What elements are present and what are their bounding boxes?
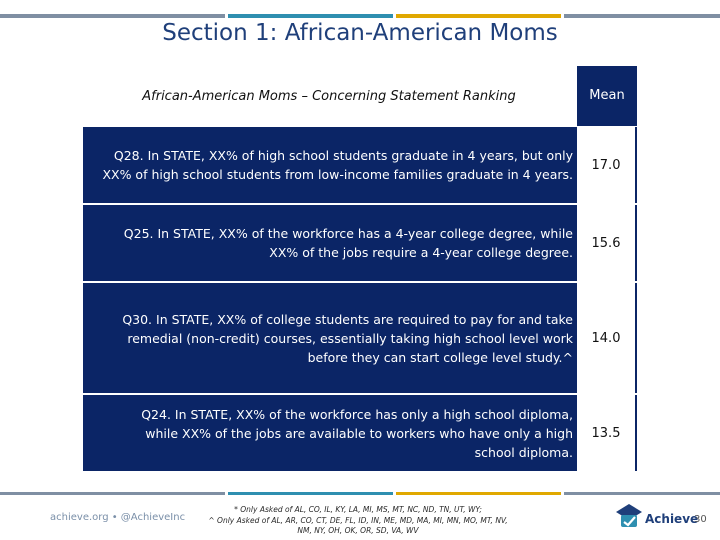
statement-line: XX% of high school students from low-inc… [102, 167, 573, 182]
table-row: Q30. In STATE, XX% of college students a… [83, 283, 637, 393]
website-handle: achieve.org • @AchieveInc [50, 512, 186, 523]
statement-line: XX% of the jobs require a 4-year college… [269, 245, 573, 260]
mean-value: 15.6 [577, 205, 637, 281]
statement-line: Q28. In STATE, XX% of high school studen… [113, 148, 573, 163]
top-accent-bar [0, 0, 720, 18]
footnote-line: NM, NY, OH, OK, OR, SD, VA, WV [297, 526, 419, 535]
statement-line: Q25. In STATE, XX% of the workforce has … [123, 226, 573, 241]
mean-value: 13.5 [577, 395, 637, 471]
footnote-line: * Only Asked of AL, CO, IL, KY, LA, MI, … [234, 505, 482, 514]
footnote: * Only Asked of AL, CO, IL, KY, LA, MI, … [188, 505, 528, 537]
footnote-line: ^ Only Asked of AL, AR, CO, CT, DE, FL, … [208, 515, 508, 525]
mean-column-header: Mean [577, 66, 637, 126]
accent-segment-grey [0, 14, 225, 18]
mean-value: 17.0 [577, 127, 637, 203]
mean-value: 14.0 [577, 283, 637, 393]
statement-line: school diploma. [474, 444, 573, 460]
slide-title: Section 1: African-American Moms [162, 20, 558, 46]
table-caption: African-American Moms – Concerning State… [142, 89, 516, 104]
statement-line: Q30. In STATE, XX% of college students a… [122, 311, 573, 327]
page-number: 30 [694, 514, 707, 525]
statement-cell: Q28. In STATE, XX% of high school studen… [83, 127, 577, 203]
statement-line: while XX% of the jobs are available to w… [145, 425, 573, 441]
statement-line: before they can start college level stud… [307, 349, 573, 365]
accent-segment-gold [396, 14, 561, 18]
accent-segment-grey-2 [564, 14, 720, 18]
statement-line: Q24. In STATE, XX% of the workforce has … [141, 406, 573, 422]
table-row: Q25. In STATE, XX% of the workforce has … [83, 205, 637, 281]
footer-divider [0, 492, 720, 495]
table-row: Q24. In STATE, XX% of the workforce has … [83, 395, 637, 471]
statement-line: remedial (non-credit) courses, essential… [127, 330, 573, 346]
statement-cell: Q25. In STATE, XX% of the workforce has … [83, 205, 577, 281]
logo-wordmark: Achieve [645, 512, 699, 526]
table-row: Q28. In STATE, XX% of high school studen… [83, 127, 637, 203]
statement-cell: Q24. In STATE, XX% of the workforce has … [83, 395, 577, 471]
achieve-logo-icon [616, 504, 642, 527]
accent-segment-teal [228, 14, 393, 18]
statement-cell: Q30. In STATE, XX% of college students a… [83, 283, 577, 393]
